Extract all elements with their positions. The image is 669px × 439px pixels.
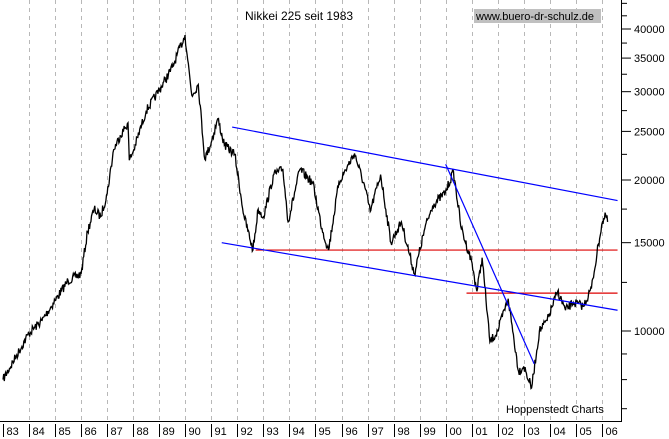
chart-title: Nikkei 225 seit 1983 <box>245 9 353 23</box>
x-tick-label: 03 <box>528 426 540 438</box>
x-tick-label: 84 <box>33 426 45 438</box>
y-axis: 10000 15000 20000 25000 30000 35000 40000 <box>622 2 665 410</box>
price-line <box>2 35 609 390</box>
x-tick-label: 06 <box>606 426 618 438</box>
trend-lines <box>221 126 618 365</box>
x-tick-label: 88 <box>137 426 149 438</box>
y-tick-label: 20000 <box>634 175 665 187</box>
year-gridlines <box>29 0 603 421</box>
x-tick-label: 99 <box>424 426 436 438</box>
source-label: Hoppenstedt Charts <box>506 404 604 416</box>
watermark-bg <box>474 9 601 23</box>
y-tick-label: 30000 <box>634 87 665 99</box>
watermark: www.buero-dr-schulz.de <box>475 11 594 23</box>
trend-line <box>232 126 618 202</box>
x-tick-label: 93 <box>267 426 279 438</box>
x-tick-label: 00 <box>450 426 462 438</box>
trend-line <box>221 242 618 311</box>
y-tick-label: 35000 <box>634 53 665 65</box>
x-tick-label: 95 <box>319 426 331 438</box>
x-tick-label: 86 <box>85 426 97 438</box>
y-tick-label: 40000 <box>634 24 665 36</box>
x-tick-label: 01 <box>476 426 488 438</box>
x-tick-label: 05 <box>580 426 592 438</box>
x-tick-label: 02 <box>502 426 514 438</box>
x-tick-label: 92 <box>241 426 253 438</box>
x-tick-label: 04 <box>554 426 566 438</box>
x-tick-label: 98 <box>398 426 410 438</box>
y-tick-label: 25000 <box>634 126 665 138</box>
x-tick-label: 97 <box>372 426 384 438</box>
x-tick-label: 96 <box>346 426 358 438</box>
support-lines <box>255 249 618 294</box>
x-tick-label: 87 <box>111 426 123 438</box>
x-tick-label: 91 <box>215 426 227 438</box>
x-tick-label: 83 <box>7 426 19 438</box>
x-tick-label: 94 <box>293 426 305 438</box>
x-axis: 83 84 85 86 87 88 89 90 91 92 93 94 95 96 97 98 99 00 01 02… <box>3 424 618 438</box>
x-tick-label: 90 <box>189 426 201 438</box>
y-tick-label: 10000 <box>634 326 665 338</box>
trend-line <box>445 164 535 365</box>
x-tick-label: 85 <box>59 426 71 438</box>
y-tick-label: 15000 <box>634 238 665 250</box>
x-tick-label: 89 <box>163 426 175 438</box>
